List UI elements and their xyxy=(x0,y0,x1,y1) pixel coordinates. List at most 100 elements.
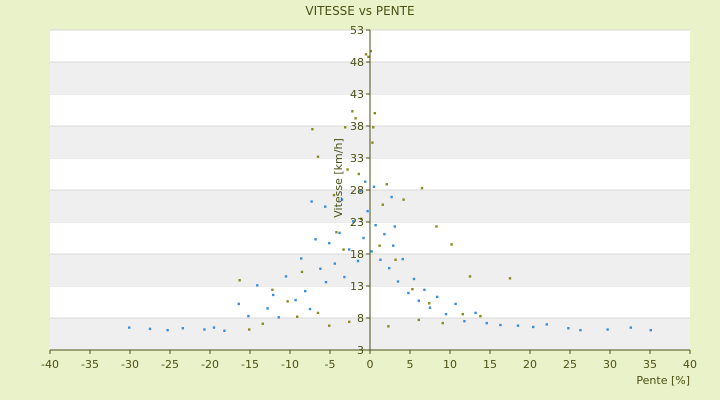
series-blue-points xyxy=(128,180,652,332)
x-tick-label: 30 xyxy=(603,358,617,371)
data-point xyxy=(387,325,390,328)
data-point xyxy=(372,126,375,129)
y-tick-label: 43 xyxy=(350,88,364,101)
series-olive-points xyxy=(238,49,512,331)
data-point xyxy=(319,267,322,270)
data-point xyxy=(567,327,570,330)
data-point xyxy=(545,323,548,326)
data-point xyxy=(468,275,472,278)
data-point xyxy=(402,198,405,201)
x-tick-label: -10 xyxy=(281,358,299,371)
data-point xyxy=(356,259,360,263)
data-point xyxy=(461,312,464,316)
data-point xyxy=(499,323,502,327)
data-point xyxy=(237,302,240,306)
data-point xyxy=(392,244,395,247)
data-point xyxy=(374,224,377,227)
data-point xyxy=(381,203,384,206)
data-point xyxy=(203,328,206,331)
data-point xyxy=(332,193,336,197)
y-axis-title: Vitesse [km/h] xyxy=(332,138,345,218)
data-point xyxy=(343,275,346,279)
data-point xyxy=(364,180,367,183)
data-point xyxy=(338,231,341,235)
x-tick-label: 5 xyxy=(407,358,414,371)
data-point xyxy=(359,190,362,193)
data-point xyxy=(261,322,264,325)
data-point xyxy=(247,314,250,318)
data-point xyxy=(436,295,439,299)
data-point xyxy=(351,110,354,113)
data-point xyxy=(335,231,338,234)
data-point xyxy=(435,225,438,228)
data-point xyxy=(344,126,347,129)
data-point xyxy=(284,275,288,278)
y-tick-label: 48 xyxy=(350,56,364,69)
data-point xyxy=(311,128,314,131)
data-point xyxy=(324,205,327,208)
data-point xyxy=(428,302,431,305)
x-tick-label: -40 xyxy=(41,358,59,371)
data-point xyxy=(340,198,344,201)
y-tick-label: 18 xyxy=(350,248,364,261)
y-tick-label: 8 xyxy=(357,312,364,325)
x-tick-label: -20 xyxy=(201,358,219,371)
chart-title: VITESSE vs PENTE xyxy=(305,4,414,18)
data-point xyxy=(371,141,374,144)
data-point xyxy=(348,248,351,251)
data-point xyxy=(393,225,396,228)
data-point xyxy=(314,238,317,241)
data-point xyxy=(508,277,512,280)
data-point xyxy=(516,324,520,327)
data-point xyxy=(166,328,169,332)
data-point xyxy=(328,241,331,245)
data-point xyxy=(316,311,320,315)
data-point xyxy=(286,300,289,303)
data-point xyxy=(407,291,410,295)
data-point xyxy=(346,168,349,171)
x-tick-label: 25 xyxy=(563,358,577,371)
data-point xyxy=(420,186,424,190)
data-point xyxy=(294,298,297,302)
data-point xyxy=(411,288,414,291)
data-point xyxy=(348,320,351,324)
data-point xyxy=(366,209,369,213)
x-tick-label: 35 xyxy=(643,358,657,371)
data-point xyxy=(479,314,482,318)
x-tick-label: 10 xyxy=(443,358,457,371)
data-point xyxy=(378,244,381,247)
data-point xyxy=(300,257,303,260)
data-point xyxy=(423,288,426,292)
data-point xyxy=(316,155,320,158)
data-point xyxy=(383,232,386,236)
data-point xyxy=(367,55,370,59)
data-point xyxy=(308,307,312,311)
data-point xyxy=(649,328,652,332)
data-point xyxy=(328,324,331,327)
x-tick-label: 40 xyxy=(683,358,697,371)
data-point xyxy=(441,321,444,325)
data-point xyxy=(342,248,345,251)
data-point xyxy=(300,270,304,274)
data-point xyxy=(454,302,457,306)
y-tick-label: 33 xyxy=(350,152,364,165)
data-point xyxy=(373,112,376,115)
data-point xyxy=(372,185,376,188)
data-point xyxy=(354,117,357,120)
data-point xyxy=(417,299,420,302)
data-point xyxy=(428,306,432,309)
data-point xyxy=(394,258,397,261)
data-point xyxy=(181,327,184,330)
data-point xyxy=(385,183,388,186)
data-point xyxy=(396,280,400,283)
y-tick-label: 53 xyxy=(350,24,364,37)
data-point xyxy=(390,195,393,199)
data-point xyxy=(360,217,363,220)
data-point xyxy=(324,280,328,284)
data-point xyxy=(238,279,241,282)
data-point xyxy=(606,328,609,331)
data-point xyxy=(412,277,416,281)
